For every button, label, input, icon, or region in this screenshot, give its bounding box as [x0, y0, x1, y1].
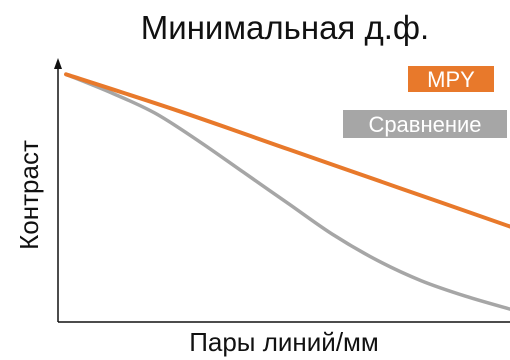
legend-item-comparison: Сравнение: [343, 110, 507, 138]
series-line-comparison: [64, 72, 510, 311]
legend-box-mpy: [408, 66, 494, 92]
series-layer: [64, 72, 510, 311]
legend: MPY Сравнение: [343, 66, 507, 138]
y-axis-arrow: [54, 58, 62, 69]
chart-title: Минимальная д.ф.: [141, 9, 429, 46]
legend-text-mpy: MPY: [427, 67, 475, 92]
y-axis-label: Контраст: [14, 140, 44, 250]
series-line-mpy: [64, 72, 510, 229]
legend-box-comparison: [343, 110, 507, 138]
x-axis-label: Пары линий/мм: [189, 327, 379, 357]
legend-item-mpy: MPY: [408, 66, 494, 92]
legend-text-comparison: Сравнение: [368, 112, 481, 137]
axes: [54, 58, 510, 323]
